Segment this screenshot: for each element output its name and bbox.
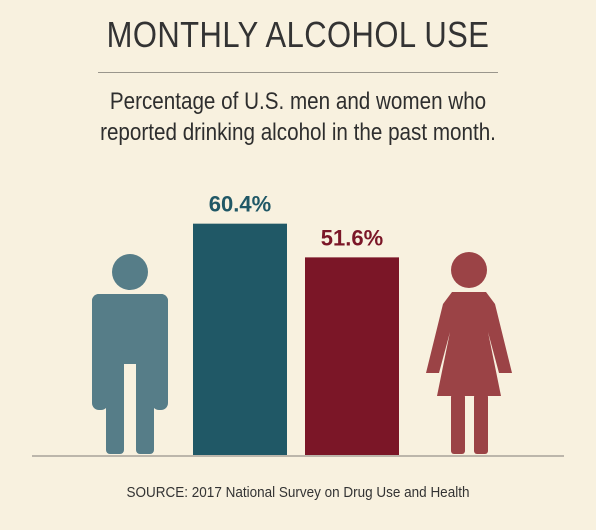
bar-men	[193, 223, 287, 455]
woman-icon	[426, 252, 512, 454]
subtitle-line: reported drinking alcohol in the past mo…	[100, 119, 496, 146]
labels-layer: 60.4% 51.6%	[209, 192, 383, 251]
subtitle-line: Percentage of U.S. men and women who	[109, 88, 487, 115]
chart-subtitle: Percentage of U.S. men and women who rep…	[42, 86, 555, 148]
man-icon	[92, 254, 168, 454]
chart-title: MONTHLY ALCOHOL USE	[106, 14, 490, 55]
bar-women	[305, 257, 399, 455]
bar-value-label-women: 51.6%	[321, 225, 383, 250]
bars-layer	[193, 223, 399, 455]
source-note: SOURCE: 2017 National Survey on Drug Use…	[126, 484, 470, 501]
bar-value-label-men: 60.4%	[209, 192, 271, 217]
title-divider	[98, 72, 498, 73]
